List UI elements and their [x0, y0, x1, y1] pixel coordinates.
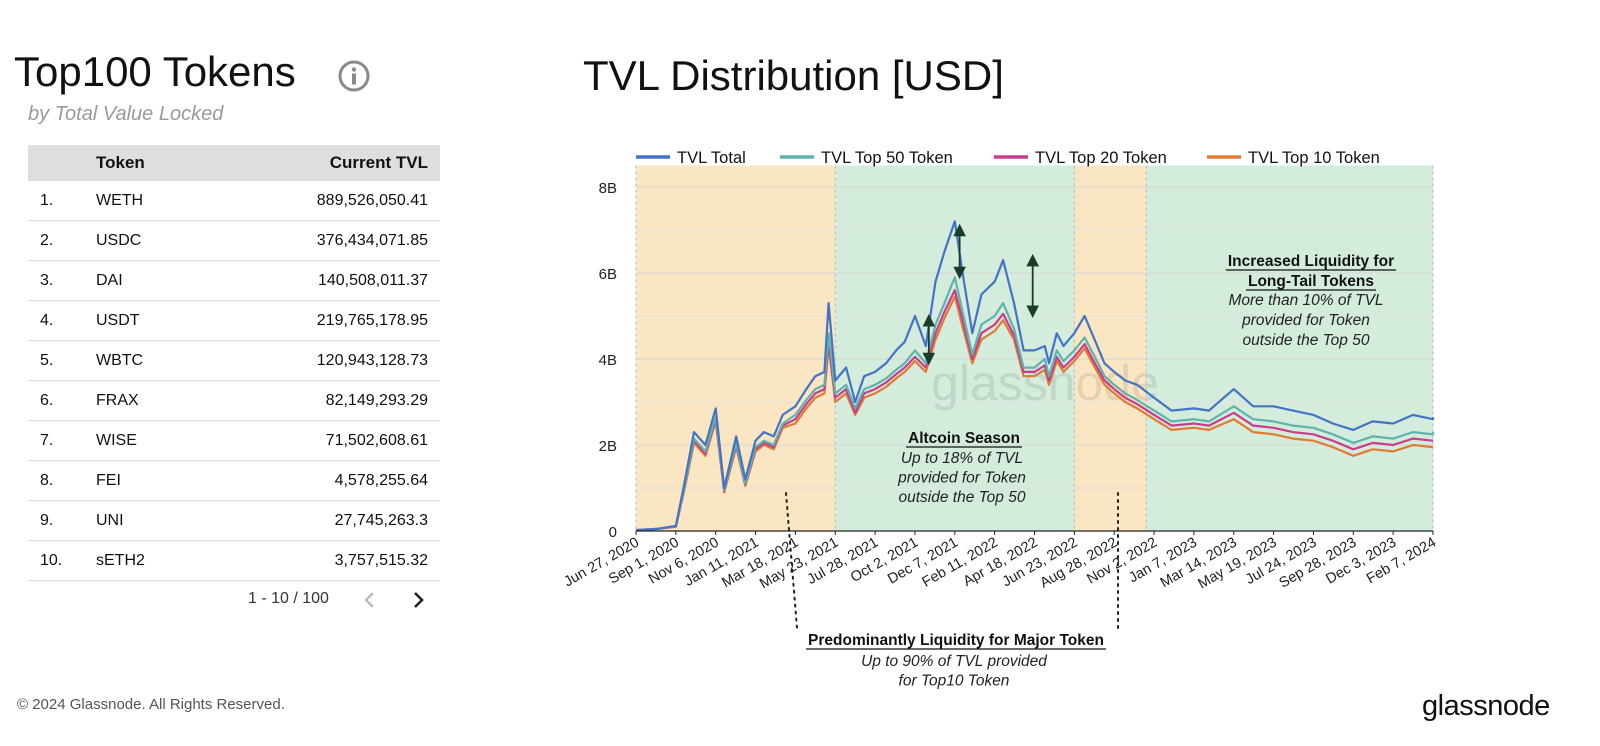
rank-cell: 6. — [28, 380, 96, 421]
rank-cell: 3. — [28, 260, 96, 301]
y-tick-label: 4B — [599, 352, 617, 369]
legend-label: TVL Top 10 Token — [1248, 149, 1380, 167]
tvl-cell: 219,765,178.95 — [193, 300, 440, 341]
table-row[interactable]: 6. FRAX 82,149,293.29 — [28, 380, 440, 421]
series-line-tvl-total — [635, 220, 1435, 532]
shaded-region — [636, 165, 836, 531]
token-header[interactable]: Token — [96, 145, 194, 181]
rank-cell: 2. — [28, 220, 96, 261]
table-row[interactable]: 5. WBTC 120,943,128.73 — [28, 340, 440, 381]
long-tail-text: outside the Top 50 — [1243, 332, 1370, 349]
altcoin-season-text: Up to 18% of TVL — [901, 450, 1023, 467]
tvl-header[interactable]: Current TVL — [193, 145, 440, 181]
long-tail-title: Increased Liquidity for — [1228, 253, 1394, 270]
rank-cell: 10. — [28, 540, 96, 581]
chevron-left-icon[interactable] — [360, 588, 380, 612]
major-token-title: Predominantly Liquidity for Major Token — [808, 632, 1104, 649]
glassnode-logo: glassnode — [1422, 690, 1550, 722]
tvl-cell: 140,508,011.37 — [193, 260, 440, 301]
tvl-cell: 889,526,050.41 — [193, 181, 440, 221]
table-row[interactable]: 8. FEI 4,578,255.64 — [28, 460, 440, 501]
altcoin-season-text: provided for Token — [897, 470, 1026, 487]
table-row[interactable]: 4. USDT 219,765,178.95 — [28, 300, 440, 341]
token-cell: WISE — [96, 420, 194, 461]
rank-cell: 9. — [28, 500, 96, 541]
tvl-cell: 376,434,071.85 — [193, 220, 440, 261]
table-title: Top100 Tokens — [14, 48, 296, 95]
table-row[interactable]: 9. UNI 27,745,263.3 — [28, 500, 440, 541]
rank-cell: 5. — [28, 340, 96, 381]
table-row[interactable]: 1. WETH 889,526,050.41 — [28, 181, 440, 221]
legend-label: TVL Total — [677, 149, 746, 167]
long-tail-text: More than 10% of TVL — [1228, 292, 1383, 309]
y-tick-label: 8B — [599, 180, 617, 197]
table-header-row: Token Current TVL — [28, 145, 440, 181]
tvl-cell: 3,757,515.32 — [193, 540, 440, 581]
tokens-table: Token Current TVL 1. WETH 889,526,050.41 2.… — [28, 145, 440, 581]
shaded-region — [1146, 165, 1433, 531]
legend-label: TVL Top 20 Token — [1035, 149, 1167, 167]
token-cell: WBTC — [96, 340, 194, 381]
long-tail-title: Long-Tail Tokens — [1248, 273, 1374, 290]
table-subtitle: by Total Value Locked — [28, 103, 224, 125]
series-line-tvl-top-20-token — [635, 289, 1434, 532]
copyright-text: © 2024 Glassnode. All Rights Reserved. — [17, 696, 285, 713]
table-row[interactable]: 3. DAI 140,508,011.37 — [28, 260, 440, 301]
rank-cell: 4. — [28, 300, 96, 341]
major-token-text: Up to 90% of TVL provided — [861, 653, 1048, 670]
series-line-tvl-top-50-token — [635, 276, 1435, 532]
token-cell: FRAX — [96, 380, 194, 421]
token-cell: DAI — [96, 260, 194, 301]
table-row[interactable]: 7. WISE 71,502,608.61 — [28, 420, 440, 461]
altcoin-season-title: Altcoin Season — [908, 430, 1020, 447]
legend-label: TVL Top 50 Token — [821, 149, 953, 167]
pagination-label: 1 - 10 / 100 — [248, 590, 329, 607]
y-tick-label: 2B — [599, 438, 617, 455]
token-cell: USDT — [96, 300, 194, 341]
tvl-cell: 27,745,263.3 — [193, 500, 440, 541]
tvl-cell: 82,149,293.29 — [193, 380, 440, 421]
major-token-text: for Top10 Token — [899, 673, 1010, 690]
table-row[interactable]: 10. sETH2 3,757,515.32 — [28, 540, 440, 581]
info-icon[interactable] — [338, 60, 370, 92]
tvl-cell: 4,578,255.64 — [193, 460, 440, 501]
rank-cell: 7. — [28, 420, 96, 461]
annotation-leader — [785, 492, 798, 629]
tvl-cell: 71,502,608.61 — [193, 420, 440, 461]
chevron-right-icon[interactable] — [408, 588, 428, 612]
token-cell: WETH — [96, 181, 194, 221]
rank-header — [28, 145, 96, 181]
token-cell: UNI — [96, 500, 194, 541]
altcoin-season-text: outside the Top 50 — [899, 489, 1026, 506]
y-tick-label: 6B — [599, 266, 617, 283]
tvl-cell: 120,943,128.73 — [193, 340, 440, 381]
table-row[interactable]: 2. USDC 376,434,071.85 — [28, 220, 440, 261]
token-cell: FEI — [96, 460, 194, 501]
chart-title: TVL Distribution [USD] — [583, 52, 1004, 99]
long-tail-text: provided for Token — [1241, 312, 1370, 329]
rank-cell: 1. — [28, 181, 96, 221]
rank-cell: 8. — [28, 460, 96, 501]
token-cell: sETH2 — [96, 540, 194, 581]
token-cell: USDC — [96, 220, 194, 261]
series-line-tvl-top-10-token — [635, 295, 1434, 532]
y-tick-label: 0 — [609, 524, 617, 541]
